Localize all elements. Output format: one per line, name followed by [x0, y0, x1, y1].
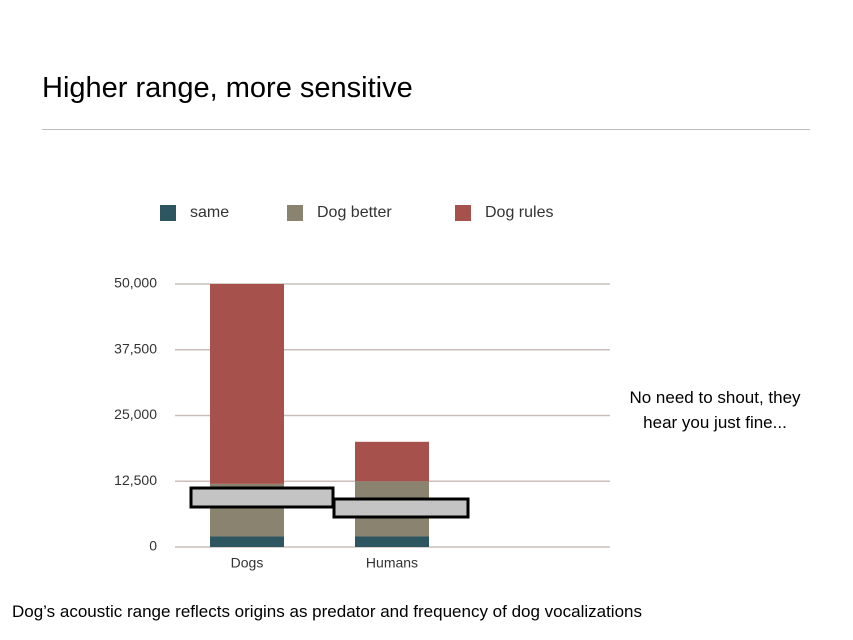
- y-tick-label: 25,000: [114, 406, 157, 422]
- legend-swatch: [455, 205, 471, 221]
- bar-segment: [355, 441, 429, 482]
- legend-label: same: [190, 204, 229, 221]
- x-tick-label: Dogs: [231, 555, 264, 571]
- title-rule: [42, 129, 810, 130]
- x-tick-label: Humans: [366, 555, 418, 571]
- overlay-box: [332, 497, 470, 519]
- slide-title: Higher range, more sensitive: [42, 72, 413, 104]
- y-tick-label: 50,000: [114, 275, 157, 291]
- legend-swatch: [160, 205, 176, 221]
- legend-label: Dog better: [317, 204, 392, 221]
- y-tick-label: 12,500: [114, 472, 157, 488]
- bar-segment: [355, 536, 429, 547]
- y-tick-label: 37,500: [114, 340, 157, 356]
- overlay-box: [189, 486, 335, 509]
- bar-segment: [210, 536, 284, 547]
- legend-label: Dog rules: [485, 204, 553, 221]
- legend-swatch: [287, 205, 303, 221]
- bar-segment: [210, 284, 284, 484]
- caption: Dog’s acoustic range reflects origins as…: [12, 602, 642, 621]
- y-tick-label: 0: [149, 538, 157, 554]
- annotation: No need to shout, they hear you just fin…: [629, 388, 801, 432]
